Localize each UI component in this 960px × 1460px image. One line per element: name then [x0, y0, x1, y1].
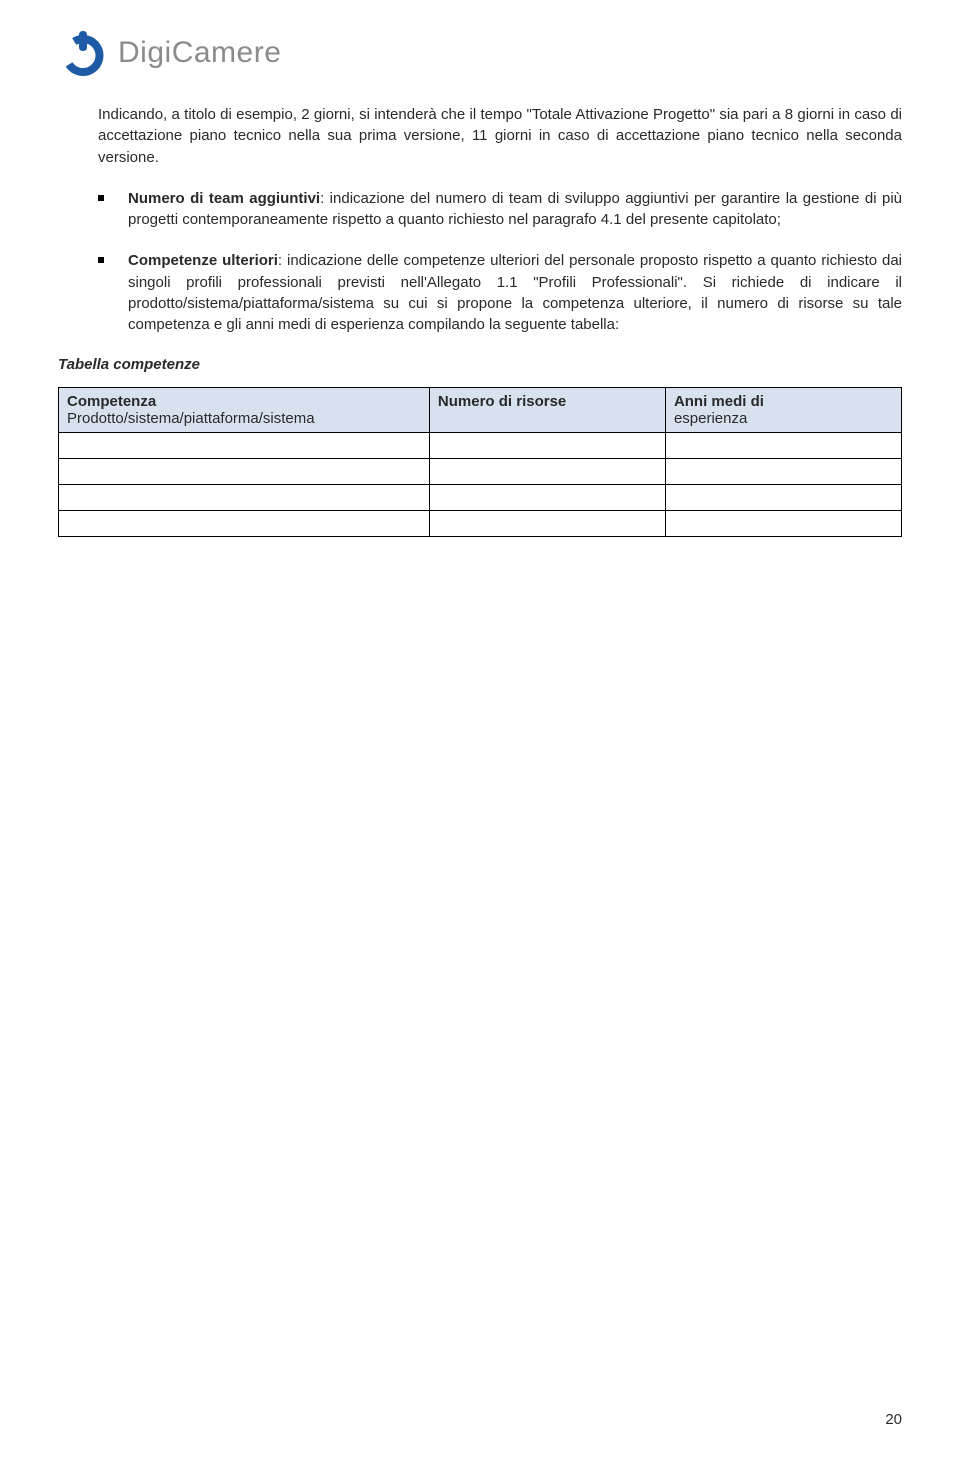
bullet-item: Competenze ulteriori: indicazione delle …	[128, 250, 902, 335]
bullet-lead: Competenze ulteriori	[128, 252, 278, 269]
bullet-lead: Numero di team aggiuntivi	[128, 190, 320, 207]
table-row	[59, 484, 902, 510]
logo-text-part2: Camere	[172, 36, 282, 69]
table-row	[59, 458, 902, 484]
table-body	[59, 432, 902, 536]
table-header-cell: Competenza Prodotto/sistema/piattaforma/…	[59, 387, 430, 432]
th-title: Anni medi di	[674, 393, 764, 410]
page-number: 20	[885, 1411, 902, 1428]
th-subtitle: Prodotto/sistema/piattaforma/sistema	[67, 410, 421, 427]
table-header-cell: Anni medi di esperienza	[665, 387, 901, 432]
competenze-table: Competenza Prodotto/sistema/piattaforma/…	[58, 387, 902, 537]
intro-paragraph: Indicando, a titolo di esempio, 2 giorni…	[98, 104, 902, 168]
th-subtitle: esperienza	[674, 410, 893, 427]
power-icon	[58, 28, 108, 78]
logo-text-part1: Digi	[118, 36, 172, 69]
table-title: Tabella competenze	[58, 356, 902, 373]
table-header-cell: Numero di risorse	[429, 387, 665, 432]
logo-text: DigiCamere	[118, 36, 281, 70]
content: Indicando, a titolo di esempio, 2 giorni…	[58, 104, 902, 336]
table-header-row: Competenza Prodotto/sistema/piattaforma/…	[59, 387, 902, 432]
th-title: Numero di risorse	[438, 393, 566, 410]
table-row	[59, 432, 902, 458]
bullet-item: Numero di team aggiuntivi: indicazione d…	[128, 188, 902, 231]
logo: DigiCamere	[58, 28, 902, 78]
bullet-list: Numero di team aggiuntivi: indicazione d…	[98, 188, 902, 336]
th-title: Competenza	[67, 393, 156, 410]
table-row	[59, 510, 902, 536]
